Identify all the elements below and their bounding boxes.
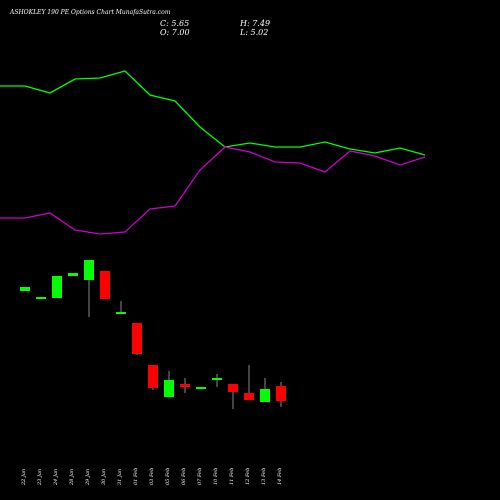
green-line-series — [0, 70, 426, 156]
date-tick-label: 05 Feb — [165, 468, 171, 485]
date-tick-label: 07 Feb — [197, 468, 203, 485]
candle-body — [116, 312, 126, 314]
candle-body — [148, 365, 158, 388]
date-tick-label: 06 Feb — [181, 468, 187, 485]
close-value: C: 5.65 — [160, 19, 190, 28]
date-tick-label: 01 Feb — [133, 468, 139, 485]
candlestick-group — [20, 260, 286, 409]
candle-body — [228, 384, 238, 392]
date-tick-label: 28 Jan — [69, 469, 75, 486]
date-tick-label: 30 Jan — [101, 469, 107, 485]
date-tick-label: 14 Feb — [277, 468, 283, 485]
candle-body — [196, 387, 206, 389]
date-tick-label: 23 Jan — [37, 469, 43, 486]
date-tick-label: 13 Feb — [261, 468, 267, 485]
candle-body — [20, 287, 30, 291]
date-tick-label: 31 Jan — [117, 469, 123, 485]
date-tick-label: 10 Feb — [213, 468, 219, 485]
date-tick-label: 12 Feb — [245, 468, 251, 485]
candle-body — [132, 323, 142, 354]
line-series-group — [0, 70, 426, 235]
candle-body — [244, 393, 254, 400]
high-value: H: 7.49 — [240, 19, 271, 28]
candle-body — [260, 389, 270, 402]
candle-body — [100, 271, 110, 299]
date-tick-label: 03 Feb — [149, 468, 155, 485]
candle-body — [84, 260, 94, 280]
chart-title: ASHOKLEY 190 PE Options Chart MunafaSutr… — [10, 9, 171, 16]
low-value: L: 5.02 — [240, 28, 269, 37]
candle-body — [212, 378, 222, 380]
date-tick-label: 24 Jan — [53, 469, 59, 486]
candle-body — [276, 386, 286, 401]
date-tick-label: 29 Jan — [85, 469, 91, 486]
candle-body — [36, 297, 46, 299]
open-value: O: 7.00 — [160, 28, 190, 37]
candle-body — [68, 273, 78, 276]
candle-body — [52, 276, 62, 298]
purple-line-series — [0, 146, 426, 235]
candle-body — [180, 384, 190, 387]
candle-body — [164, 380, 174, 397]
date-tick-label: 11 Feb — [229, 468, 235, 485]
date-tick-label: 22 Jan — [21, 469, 27, 486]
date-axis: 22 Jan 23 Jan 24 Jan 28 Jan 29 Jan 30 Jan 31 J… — [21, 468, 283, 486]
